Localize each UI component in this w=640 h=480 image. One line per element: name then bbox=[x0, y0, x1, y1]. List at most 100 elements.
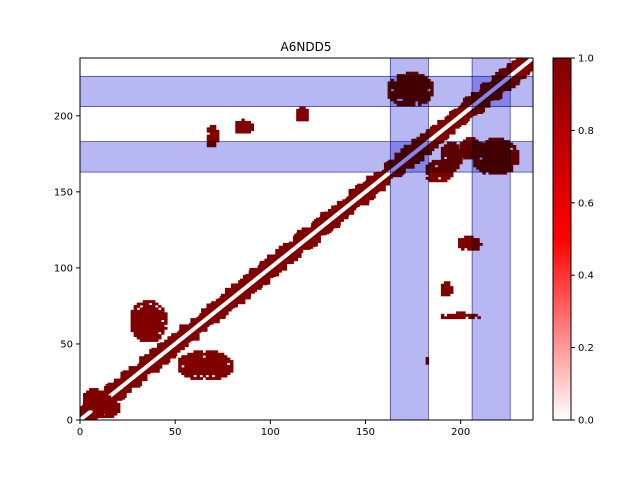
contact-cell bbox=[92, 388, 96, 391]
contact-cell bbox=[98, 398, 103, 401]
contact-cell bbox=[133, 319, 138, 323]
contact-cell bbox=[148, 312, 153, 316]
contact-cell bbox=[223, 374, 228, 378]
contact-cell bbox=[83, 400, 87, 404]
contact-cell bbox=[148, 331, 153, 335]
contact-cell bbox=[208, 350, 213, 354]
contact-cell bbox=[145, 324, 150, 328]
contact-cell bbox=[98, 407, 103, 411]
contact-cell bbox=[238, 128, 242, 132]
contact-cell bbox=[139, 324, 144, 328]
contact-cell bbox=[443, 174, 448, 178]
contact-cell bbox=[86, 390, 90, 394]
contact-cell bbox=[190, 355, 194, 359]
contact-cell bbox=[190, 362, 194, 366]
contact-cell bbox=[110, 412, 115, 416]
contact-cell bbox=[148, 319, 153, 323]
contact-cell bbox=[212, 124, 217, 128]
contact-cell bbox=[450, 172, 454, 175]
contact-cell bbox=[95, 410, 100, 414]
contact-cell bbox=[187, 364, 191, 368]
contact-cell bbox=[154, 314, 159, 318]
contact-cell bbox=[154, 336, 159, 340]
contact-cell bbox=[130, 309, 135, 313]
contact-cell bbox=[86, 407, 90, 411]
contact-cell bbox=[158, 314, 162, 318]
highlight-band-y bbox=[80, 141, 533, 173]
contact-cell bbox=[101, 398, 106, 401]
contact-cell bbox=[193, 369, 197, 373]
contact-cell bbox=[154, 334, 159, 338]
contact-cell bbox=[89, 392, 93, 396]
contact-cell bbox=[145, 326, 150, 330]
contact-cell bbox=[440, 174, 445, 178]
colorbar-tick-label: 0.0 bbox=[578, 416, 594, 427]
contact-cell bbox=[154, 312, 159, 316]
contact-cell bbox=[101, 415, 106, 418]
contact-cell bbox=[154, 326, 159, 330]
contact-cell bbox=[467, 245, 471, 249]
contact-cell bbox=[443, 316, 448, 320]
contact-cell bbox=[205, 350, 210, 354]
contact-cell bbox=[193, 352, 197, 356]
contact-cell bbox=[184, 360, 188, 363]
contact-cell bbox=[467, 235, 471, 239]
contact-cell bbox=[211, 350, 216, 354]
contact-cell bbox=[142, 329, 147, 333]
x-tick-label: 50 bbox=[169, 427, 182, 438]
contact-cell bbox=[238, 123, 242, 127]
contact-cell bbox=[133, 307, 138, 311]
contact-cell bbox=[95, 407, 100, 411]
contact-cell bbox=[145, 339, 150, 342]
contact-cell bbox=[461, 240, 465, 244]
contact-cell bbox=[247, 128, 251, 132]
contact-cell bbox=[206, 129, 211, 133]
contact-cell bbox=[148, 336, 153, 340]
contact-cell bbox=[244, 125, 248, 129]
contact-cell bbox=[208, 352, 213, 356]
contact-cell bbox=[104, 407, 109, 411]
chart-title: A6NDD5 bbox=[281, 40, 332, 54]
contact-cell bbox=[142, 302, 147, 306]
contact-cell bbox=[247, 123, 251, 127]
contact-cell bbox=[142, 309, 147, 313]
heatmap-plot-area bbox=[80, 58, 533, 420]
contact-cell bbox=[440, 172, 445, 175]
contact-cell bbox=[209, 139, 214, 143]
contact-cell bbox=[223, 367, 228, 371]
contact-cell bbox=[98, 410, 103, 414]
contact-cell bbox=[250, 123, 254, 127]
contact-cell bbox=[145, 309, 150, 313]
contact-cell bbox=[464, 242, 468, 246]
contact-cell bbox=[164, 322, 168, 325]
contact-cell bbox=[235, 120, 239, 124]
contact-cell bbox=[83, 392, 87, 396]
contact-cell bbox=[199, 352, 203, 356]
contact-cell bbox=[187, 360, 191, 363]
contact-cell bbox=[158, 319, 162, 323]
contact-cell bbox=[440, 316, 445, 320]
contact-cell bbox=[244, 123, 248, 127]
contact-cell bbox=[238, 120, 242, 124]
contact-cell bbox=[95, 412, 100, 416]
contact-cell bbox=[136, 319, 141, 323]
contact-cell bbox=[211, 369, 216, 373]
contact-cell bbox=[142, 322, 147, 325]
contact-cell bbox=[107, 395, 112, 399]
contact-cell bbox=[428, 174, 433, 178]
contact-cell bbox=[467, 240, 471, 244]
contact-cell bbox=[296, 108, 300, 112]
contact-cell bbox=[154, 302, 159, 306]
contact-cell bbox=[211, 355, 216, 359]
contact-cell bbox=[154, 331, 159, 335]
contact-cell bbox=[136, 309, 141, 313]
contact-cell bbox=[151, 331, 156, 335]
contact-cell bbox=[215, 134, 220, 138]
contact-cell bbox=[98, 400, 103, 404]
contact-cell bbox=[250, 125, 254, 129]
contact-cell bbox=[139, 322, 144, 325]
contact-cell bbox=[164, 317, 168, 321]
contact-cell bbox=[437, 179, 442, 183]
contact-cell bbox=[211, 352, 216, 356]
contact-cell bbox=[464, 235, 468, 239]
